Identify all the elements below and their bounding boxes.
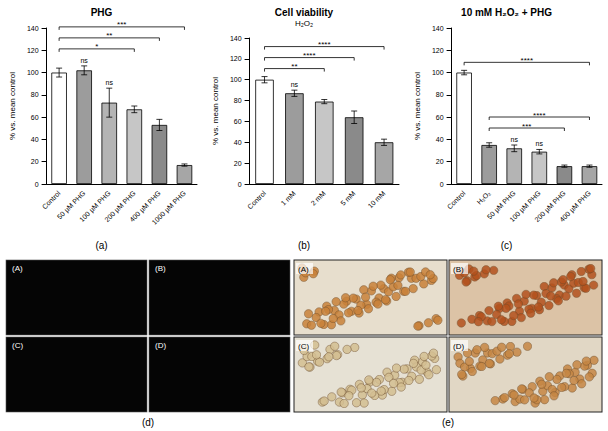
svg-text:% vs. mean control: % vs. mean control: [211, 77, 220, 145]
svg-text:140: 140: [230, 35, 242, 42]
svg-text:(D): (D): [453, 342, 464, 351]
svg-text:PHG: PHG: [91, 7, 113, 18]
svg-text:(B): (B): [155, 264, 166, 273]
svg-text:(C): (C): [12, 341, 23, 350]
svg-text:140: 140: [27, 25, 39, 32]
svg-text:0: 0: [35, 181, 39, 188]
svg-text:80: 80: [234, 97, 242, 104]
svg-text:****: ****: [303, 51, 315, 60]
svg-text:**: **: [291, 62, 297, 71]
svg-text:****: ****: [533, 111, 545, 120]
svg-text:ns: ns: [80, 57, 88, 64]
html-text:(a): (a): [95, 240, 108, 251]
svg-text:ns: ns: [511, 136, 519, 143]
svg-text:(e): (e): [442, 417, 454, 428]
svg-text:****: ****: [318, 40, 330, 49]
svg-text:40: 40: [31, 136, 39, 143]
svg-text:0: 0: [238, 181, 242, 188]
svg-text:2 mM: 2 mM: [309, 189, 326, 206]
svg-text:50 µM PHG: 50 µM PHG: [485, 189, 517, 221]
svg-text:***: ***: [522, 122, 531, 131]
svg-text:10 mM H₂O₂ + PHG: 10 mM H₂O₂ + PHG: [461, 7, 552, 18]
svg-text:1000 µM PHG: 1000 µM PHG: [151, 190, 188, 227]
svg-text:10 mM: 10 mM: [366, 189, 386, 209]
svg-text:ns: ns: [536, 140, 544, 147]
svg-text:20: 20: [31, 158, 39, 165]
svg-text:1 mM: 1 mM: [280, 189, 297, 206]
svg-text:(C): (C): [298, 342, 309, 351]
svg-text:*: *: [95, 42, 98, 51]
svg-text:120: 120: [432, 47, 444, 54]
svg-text:Control: Control: [41, 189, 62, 210]
svg-text:**: **: [106, 31, 112, 40]
svg-text:120: 120: [230, 55, 242, 62]
svg-text:Control: Control: [246, 189, 267, 210]
svg-text:100: 100: [27, 69, 39, 76]
svg-text:20: 20: [234, 160, 242, 167]
svg-text:***: ***: [117, 20, 126, 29]
svg-text:(B): (B): [453, 265, 464, 274]
svg-text:100 µM PHG: 100 µM PHG: [78, 189, 112, 224]
svg-text:60: 60: [436, 114, 444, 121]
svg-text:50 µM PHG: 50 µM PHG: [55, 189, 87, 221]
svg-text:0: 0: [440, 181, 444, 188]
svg-text:H₂O₂: H₂O₂: [295, 19, 313, 28]
svg-text:(d): (d): [142, 417, 154, 428]
svg-text:ns: ns: [106, 79, 114, 86]
svg-text:****: ****: [521, 56, 533, 65]
svg-text:60: 60: [234, 118, 242, 125]
svg-text:400 µM PHG: 400 µM PHG: [558, 190, 592, 224]
svg-text:(A): (A): [12, 264, 23, 273]
svg-text:(D): (D): [155, 341, 166, 350]
svg-text:200 µM PHG: 200 µM PHG: [533, 189, 567, 224]
svg-text:40: 40: [436, 136, 444, 143]
svg-text:120: 120: [27, 47, 39, 54]
svg-text:5 mM: 5 mM: [339, 189, 356, 206]
svg-text:140: 140: [432, 25, 444, 32]
svg-text:40: 40: [234, 139, 242, 146]
svg-text:(A): (A): [298, 265, 309, 274]
svg-text:100: 100: [432, 69, 444, 76]
svg-text:20: 20: [436, 158, 444, 165]
svg-text:400 µM PHG: 400 µM PHG: [128, 189, 162, 224]
svg-text:80: 80: [31, 91, 39, 98]
svg-text:80: 80: [436, 91, 444, 98]
svg-text:% vs. mean control: % vs. mean control: [413, 72, 422, 140]
svg-text:100 µM PHG: 100 µM PHG: [508, 189, 542, 224]
svg-text:H₂O₂: H₂O₂: [475, 189, 491, 205]
html-text:(b): (b): [297, 240, 311, 251]
svg-text:ns: ns: [291, 81, 299, 88]
svg-text:% vs. mean control: % vs. mean control: [8, 72, 17, 140]
svg-text:Cell viability: Cell viability: [275, 7, 334, 18]
svg-text:100: 100: [230, 76, 242, 83]
svg-text:Control: Control: [446, 189, 467, 210]
html-text:(c): (c): [500, 240, 513, 251]
svg-text:60: 60: [31, 114, 39, 121]
svg-text:200 µM PHG: 200 µM PHG: [103, 189, 137, 224]
